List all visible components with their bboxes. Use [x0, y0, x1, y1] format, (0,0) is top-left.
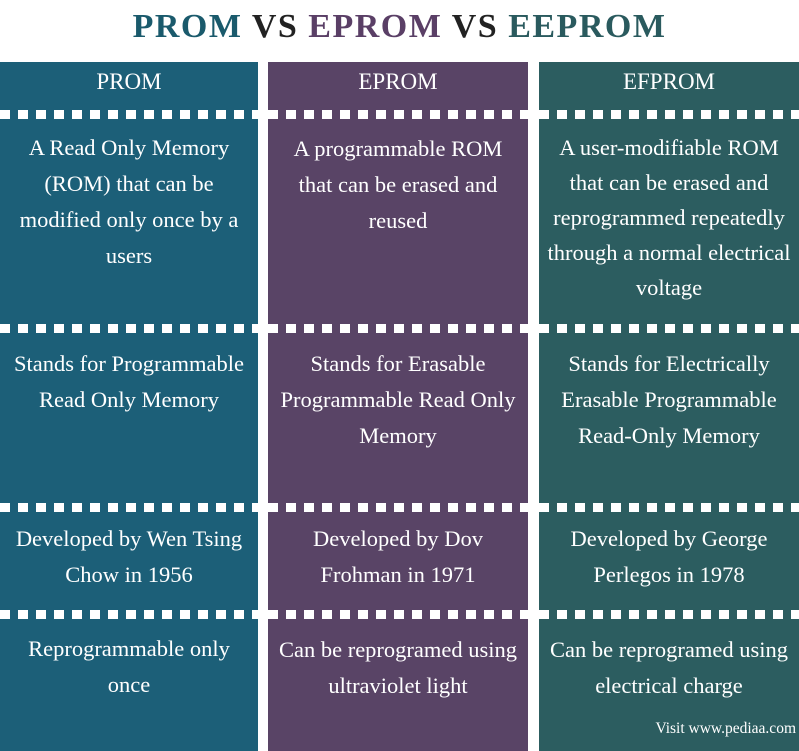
title-eeprom: EEPROM [508, 8, 667, 45]
cell-stands-for: Stands for Erasable Programmable Read On… [280, 351, 516, 448]
title-vs: VS [251, 8, 299, 45]
cell-reprogramming: Reprogrammable only once [28, 636, 230, 697]
divider [268, 610, 528, 619]
column-header: EPROM [358, 69, 438, 94]
cell-reprogramming: Can be reprogramed using ultraviolet lig… [278, 637, 518, 698]
cell-stands-for: Stands for Electrically Erasable Program… [561, 351, 777, 448]
title-eprom: EPROM [308, 8, 443, 45]
cell-stands-for: Stands for Programmable Read Only Memory [14, 351, 244, 412]
cell-definition: A user-modifiable ROM that can be erased… [547, 135, 791, 300]
cell-definition: A Read Only Memory (ROM) that can be mod… [19, 135, 239, 268]
divider [268, 110, 528, 119]
column-eeprom: EFPROM A user-modifiable ROM that can be… [539, 62, 799, 751]
cell-developed-by: Developed by George Perlegos in 1978 [570, 526, 768, 587]
title-prom: PROM [132, 8, 243, 45]
column-header: PROM [96, 69, 162, 94]
divider [0, 610, 258, 619]
title-vs: VS [451, 8, 499, 45]
divider [268, 324, 528, 333]
cell-developed-by: Developed by Wen Tsing Chow in 1956 [15, 526, 243, 587]
divider [539, 610, 799, 619]
divider [0, 324, 258, 333]
divider [539, 110, 799, 119]
page-title: PROM VS EPROM VS EEPROM [0, 0, 799, 56]
divider [0, 503, 258, 512]
column-eprom: EPROM A programmable ROM that can be era… [268, 62, 528, 751]
column-prom: PROM A Read Only Memory (ROM) that can b… [0, 62, 258, 751]
divider [539, 503, 799, 512]
source-credit: Visit www.pediaa.com [655, 720, 796, 737]
cell-developed-by: Developed by Dov Frohman in 1971 [313, 526, 483, 587]
divider [0, 110, 258, 119]
divider [268, 503, 528, 512]
column-header: EFPROM [622, 69, 716, 94]
cell-reprogramming: Can be reprogramed using electrical char… [549, 637, 789, 698]
cell-definition: A programmable ROM that can be erased an… [293, 136, 503, 233]
divider [539, 324, 799, 333]
